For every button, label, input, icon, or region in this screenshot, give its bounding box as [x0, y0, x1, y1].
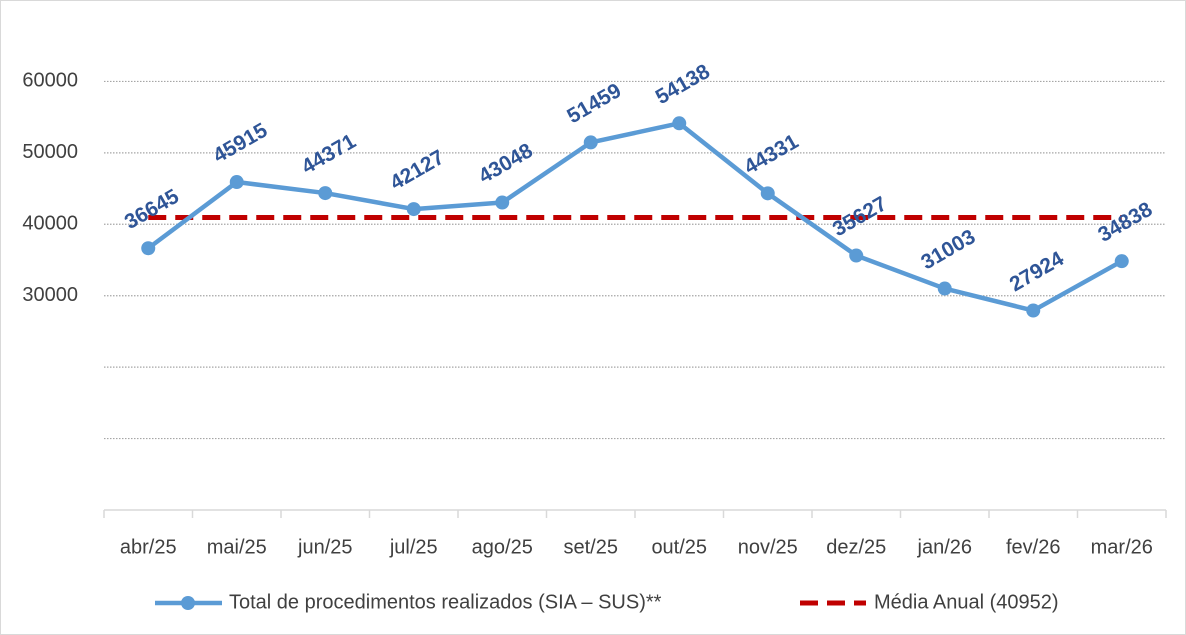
point: [141, 241, 156, 256]
legend-marker: [181, 596, 195, 610]
series-line: [146, 121, 1123, 313]
point: [760, 186, 775, 201]
x-tick-label: fev/26: [1006, 536, 1060, 558]
x-tick-label: jun/25: [297, 536, 353, 558]
x-tick-label: abr/25: [120, 536, 177, 558]
y-tick-label: 60000: [22, 70, 78, 92]
point: [406, 202, 421, 217]
legend-label: Média Anual (40952): [874, 591, 1059, 613]
x-tick-label: jul/25: [389, 536, 438, 558]
y-tick-label: 30000: [22, 284, 78, 306]
x-tick-label: dez/25: [826, 536, 886, 558]
x-tick-label: set/25: [564, 536, 618, 558]
legend-label: Total de procedimentos realizados (SIA –…: [229, 591, 662, 613]
x-tick-label: nov/25: [738, 536, 798, 558]
x-tick-label: jan/26: [917, 536, 973, 558]
point: [672, 116, 687, 131]
y-tick-label: 40000: [22, 213, 78, 235]
point: [937, 281, 952, 296]
x-tick-label: ago/25: [472, 536, 533, 558]
point: [849, 248, 864, 263]
x-tick-label: mar/26: [1091, 536, 1153, 558]
point: [318, 186, 333, 201]
point: [1026, 303, 1041, 318]
x-tick-label: out/25: [651, 536, 707, 558]
y-tick-label: 50000: [22, 141, 78, 163]
point: [229, 175, 244, 190]
point: [583, 135, 598, 150]
x-tick-label: mai/25: [207, 536, 267, 558]
point: [1114, 254, 1129, 269]
point: [495, 195, 510, 210]
